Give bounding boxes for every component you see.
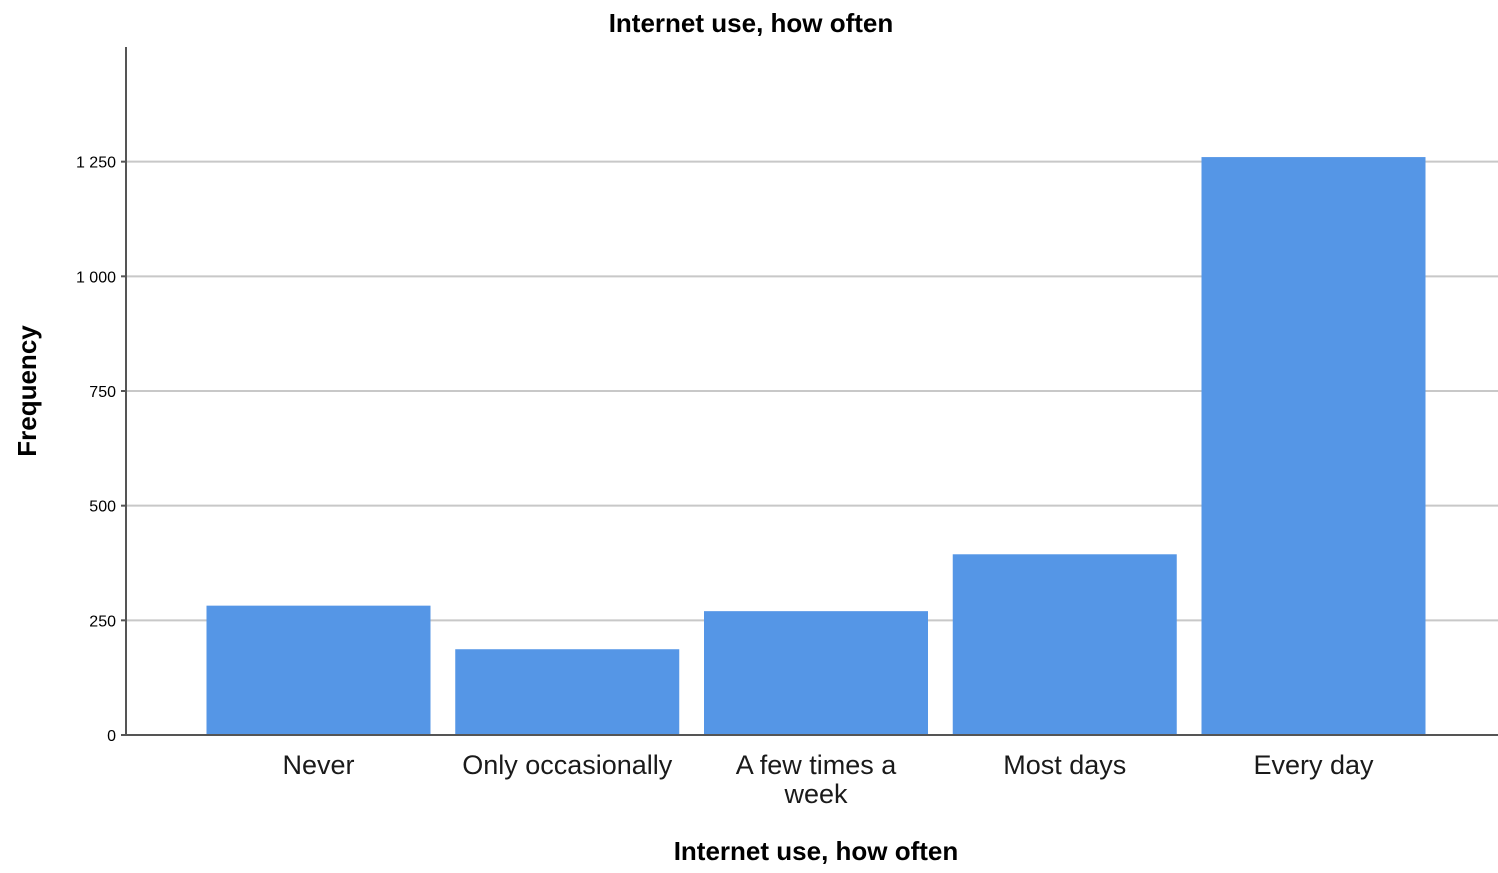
y-tick-labels: 0 250 500 750 1 000 1 250 <box>76 155 116 745</box>
bar <box>206 605 431 735</box>
bars <box>206 157 1426 735</box>
y-tick-label: 500 <box>89 499 116 516</box>
x-tick-label: Every day <box>1253 750 1374 780</box>
x-tick-label: Most days <box>1003 750 1126 780</box>
y-tick-label: 1 250 <box>76 155 116 172</box>
chart-title: Internet use, how often <box>609 8 894 38</box>
bar <box>704 611 928 735</box>
x-tick-labels: Never Only occasionally A few times a week M… <box>282 750 1374 809</box>
x-tick-label: Only occasionally <box>462 750 673 780</box>
y-tick-label: 1 000 <box>76 269 116 286</box>
bar <box>952 554 1177 735</box>
bar <box>455 649 680 735</box>
y-axis-title: Frequency <box>12 325 42 457</box>
axes <box>121 47 1498 736</box>
y-tick-label: 0 <box>107 728 116 745</box>
y-tick-label: 250 <box>89 613 116 630</box>
y-tick-label: 750 <box>89 384 116 401</box>
x-tick-label: Never <box>282 750 354 780</box>
x-axis-title: Internet use, how often <box>674 836 959 866</box>
x-tick-label: A few times a week <box>736 750 898 809</box>
bar <box>1201 157 1426 735</box>
